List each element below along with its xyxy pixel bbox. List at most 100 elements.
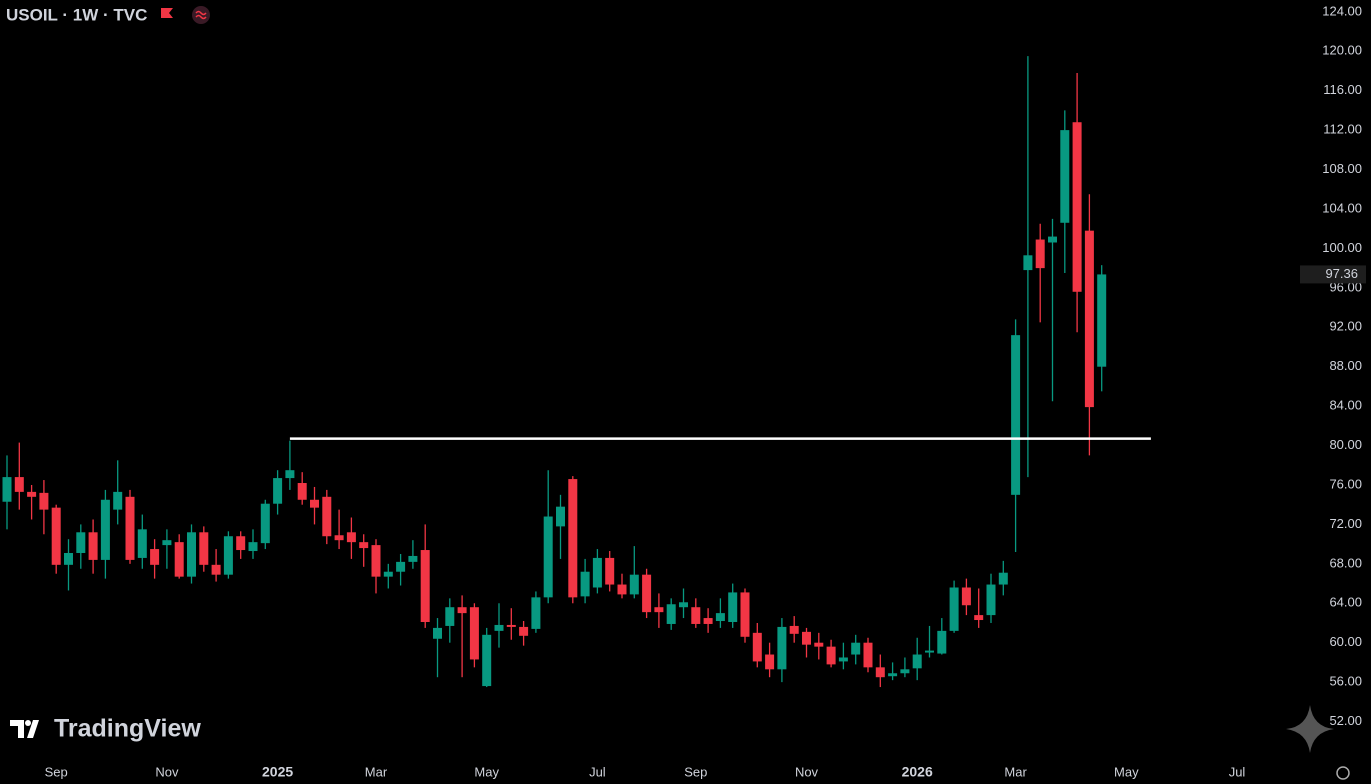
candle-body [802,631,811,645]
candle-body [1035,239,1045,269]
candle-body [211,564,221,575]
candle-body [199,532,209,565]
y-tick-label: 108.00 [1322,161,1362,176]
indicator-icon [192,6,210,24]
candle-body [543,516,553,598]
y-tick-label: 104.00 [1322,200,1362,215]
candle-body [592,557,602,588]
candle-body [654,607,664,613]
y-tick-label: 116.00 [1323,82,1362,97]
x-tick-label: May [474,764,499,779]
y-tick-label: 60.00 [1329,634,1362,649]
candle-body [2,477,12,502]
candle-body [64,552,73,565]
candle-body [703,618,713,624]
candle-body [715,613,725,622]
x-tick-label: Sep [684,764,707,779]
candle-body [162,540,172,546]
y-tick-label: 72.00 [1329,516,1362,531]
candle-body [1060,130,1070,223]
x-tick-label: Mar [365,764,388,779]
candle-body [137,529,147,558]
chart-title: USOIL · 1W · TVC [6,5,147,24]
sparkle-icon [1286,705,1334,753]
x-tick-label: Jul [1229,764,1246,779]
candle-body [150,549,160,565]
y-tick-label: 88.00 [1329,358,1362,373]
y-tick-label: 80.00 [1329,437,1362,452]
candle-body [236,536,246,551]
candle-body [76,532,86,553]
settings-icon[interactable] [1336,766,1350,780]
x-tick-label: 2026 [902,764,933,780]
candle-body [752,632,762,662]
candle-body [1011,335,1021,495]
candle-body [814,642,824,647]
y-tick-label: 52.00 [1329,713,1362,728]
logo [10,720,39,738]
candle-body [605,557,615,585]
candle-body [39,492,49,510]
candle-body [1084,230,1094,408]
candle-body [556,506,565,527]
candle-body [420,550,430,622]
candle-body [359,542,369,549]
candle-body [863,642,873,668]
candle-body [396,561,406,572]
candle-body [322,496,332,537]
candle-body [531,597,541,629]
candle-body [875,667,885,678]
candle-body [666,604,676,624]
candle-body [125,496,135,560]
y-tick-label: 120.00 [1322,43,1362,58]
candle-body [506,624,516,627]
y-tick-label: 112.00 [1323,122,1362,137]
candle-body [51,507,61,565]
y-tick-label: 92.00 [1329,319,1362,334]
candle-body [519,626,529,636]
candle-body [998,572,1008,585]
x-tick-label: Nov [795,764,819,779]
candle-body [949,587,959,631]
logo-mark [10,720,39,738]
x-tick-label: 2025 [262,764,293,780]
candle-body [113,491,123,510]
indicator-glyph [195,10,207,20]
candle-body [912,654,922,669]
candle-body [888,673,898,677]
candle-body [691,607,701,624]
candle-body [383,571,393,577]
candle-body [273,478,283,504]
candle-body [14,477,24,492]
flag-icon [161,8,173,18]
candle-body [1023,255,1033,271]
y-tick-label: 56.00 [1329,674,1362,689]
candle-body [1048,236,1057,243]
last-price-label: 97.36 [1325,266,1358,281]
y-tick-label: 68.00 [1329,555,1362,570]
y-tick-label: 100.00 [1322,240,1362,255]
candle-body [728,592,738,622]
candle-body [789,625,799,634]
candle-body [346,532,356,543]
candle-body [433,627,442,639]
candle-body [740,592,750,637]
candle-body [826,646,836,665]
candle-body [469,607,479,660]
candle-body [457,607,467,614]
candle-body [679,602,688,608]
watermark: TradingView [54,715,201,743]
candle-body [851,642,861,655]
x-tick-label: May [1114,764,1139,779]
x-tick-label: Jul [589,764,606,779]
candle-body [260,503,270,544]
candle-body [900,669,910,674]
candle-body [88,532,98,560]
candle-body [974,615,984,621]
candle-body [777,626,787,670]
candle-body [310,499,319,508]
candle-body [187,532,196,577]
candle-body [494,624,504,631]
candle-body [445,607,455,626]
